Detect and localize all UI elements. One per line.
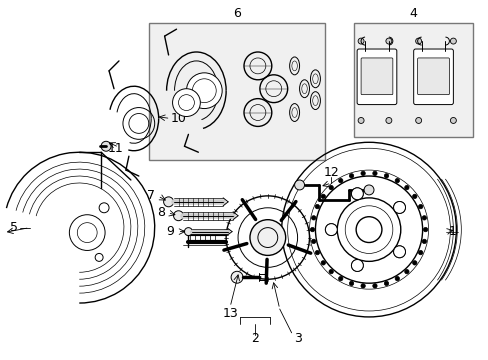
Circle shape bbox=[321, 194, 325, 199]
Circle shape bbox=[357, 38, 364, 44]
Circle shape bbox=[249, 220, 285, 255]
Text: 3: 3 bbox=[293, 332, 301, 345]
Circle shape bbox=[372, 171, 376, 176]
Circle shape bbox=[311, 216, 315, 220]
Circle shape bbox=[393, 246, 405, 258]
Circle shape bbox=[415, 38, 421, 44]
FancyBboxPatch shape bbox=[413, 49, 452, 105]
Circle shape bbox=[393, 202, 405, 213]
Circle shape bbox=[385, 38, 391, 44]
Circle shape bbox=[360, 284, 365, 288]
Circle shape bbox=[364, 185, 373, 195]
Circle shape bbox=[384, 174, 388, 178]
Text: 5: 5 bbox=[10, 221, 18, 234]
Circle shape bbox=[423, 228, 427, 232]
Circle shape bbox=[173, 211, 183, 221]
Circle shape bbox=[328, 270, 333, 274]
Bar bbox=[353, 23, 472, 137]
Text: 6: 6 bbox=[233, 7, 241, 20]
Circle shape bbox=[404, 185, 408, 190]
Circle shape bbox=[404, 270, 408, 274]
Circle shape bbox=[412, 194, 416, 199]
Circle shape bbox=[163, 197, 173, 207]
Circle shape bbox=[338, 276, 342, 281]
Circle shape bbox=[449, 38, 455, 44]
Circle shape bbox=[338, 179, 342, 183]
Text: 10: 10 bbox=[170, 112, 186, 125]
Circle shape bbox=[351, 188, 363, 200]
Circle shape bbox=[294, 180, 304, 190]
Circle shape bbox=[360, 171, 365, 176]
Circle shape bbox=[101, 141, 111, 151]
Circle shape bbox=[449, 117, 455, 123]
Circle shape bbox=[412, 261, 416, 265]
Circle shape bbox=[384, 281, 388, 285]
Text: 11: 11 bbox=[108, 142, 123, 155]
FancyBboxPatch shape bbox=[417, 58, 448, 95]
Circle shape bbox=[321, 261, 325, 265]
Circle shape bbox=[351, 260, 363, 271]
Circle shape bbox=[421, 239, 426, 244]
Text: 9: 9 bbox=[166, 225, 174, 238]
Circle shape bbox=[418, 204, 422, 209]
Text: 7: 7 bbox=[146, 189, 154, 202]
Circle shape bbox=[325, 224, 337, 235]
Circle shape bbox=[394, 179, 399, 183]
Circle shape bbox=[315, 204, 319, 209]
Circle shape bbox=[231, 271, 243, 283]
Text: 4: 4 bbox=[409, 7, 417, 20]
Circle shape bbox=[385, 117, 391, 123]
Circle shape bbox=[394, 276, 399, 281]
FancyBboxPatch shape bbox=[360, 58, 392, 95]
Text: 1: 1 bbox=[447, 225, 455, 238]
Circle shape bbox=[186, 73, 222, 109]
Circle shape bbox=[348, 281, 353, 285]
Circle shape bbox=[172, 89, 200, 117]
Circle shape bbox=[357, 117, 364, 123]
Circle shape bbox=[311, 239, 315, 244]
Circle shape bbox=[328, 185, 333, 190]
Circle shape bbox=[310, 228, 314, 232]
FancyBboxPatch shape bbox=[356, 49, 396, 105]
Text: 8: 8 bbox=[156, 206, 164, 219]
Circle shape bbox=[184, 228, 192, 235]
Circle shape bbox=[415, 117, 421, 123]
Text: 2: 2 bbox=[250, 332, 258, 345]
Text: 12: 12 bbox=[323, 166, 339, 179]
Circle shape bbox=[372, 284, 376, 288]
Text: 13: 13 bbox=[222, 307, 238, 320]
Circle shape bbox=[348, 174, 353, 178]
Circle shape bbox=[421, 216, 426, 220]
Circle shape bbox=[418, 251, 422, 255]
Circle shape bbox=[315, 251, 319, 255]
Bar bbox=[148, 23, 325, 160]
